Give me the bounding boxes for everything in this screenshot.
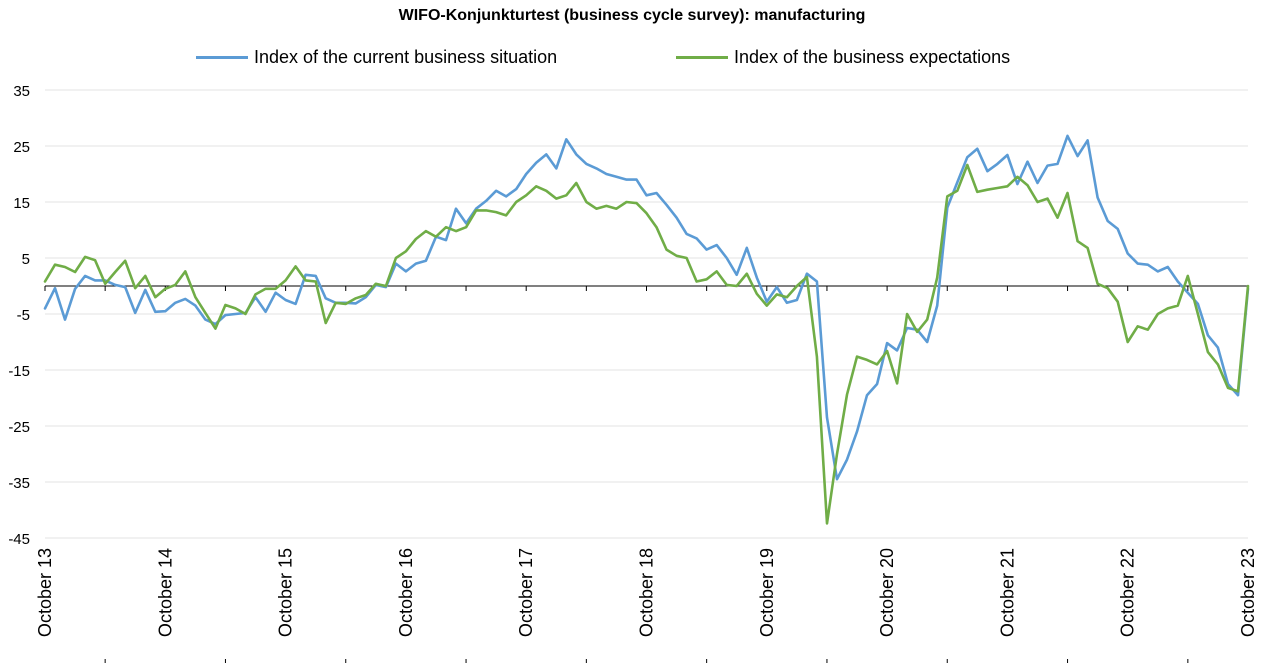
legend-label-expectations: Index of the business expectations	[734, 47, 1011, 67]
y-tick-label: -15	[8, 363, 30, 380]
x-tick-label: October 21	[997, 548, 1017, 637]
legend: Index of the current business situation …	[0, 47, 1264, 69]
x-tick-label: October 19	[757, 548, 777, 637]
series-line-expectations	[43, 163, 1250, 525]
x-tick-label: October 16	[396, 548, 416, 637]
chart-title: WIFO-Konjunkturtest (business cycle surv…	[398, 7, 866, 24]
x-tick-label: October 18	[637, 548, 657, 637]
y-tick-label: -35	[8, 475, 30, 492]
y-tick-label: 5	[22, 251, 30, 268]
x-tick-label: October 15	[276, 548, 296, 637]
y-tick-label: 35	[13, 83, 30, 100]
y-tick-label: -5	[17, 307, 30, 324]
x-tick-label: October 20	[877, 548, 897, 637]
x-tick-label: October 13	[35, 548, 55, 637]
y-tick-label: 15	[13, 195, 30, 212]
legend-label-current-situation: Index of the current business situation	[254, 47, 558, 67]
x-tick-label: October 23	[1238, 548, 1258, 637]
y-tick-label: -25	[8, 419, 30, 436]
legend-item-current-situation: Index of the current business situation	[196, 47, 557, 68]
x-tick-label: October 14	[155, 548, 175, 637]
legend-swatch-expectations	[676, 56, 728, 59]
legend-swatch-current-situation	[196, 56, 248, 59]
x-tick-label: October 17	[516, 548, 536, 637]
y-tick-label: -45	[8, 531, 30, 548]
legend-item-expectations: Index of the business expectations	[676, 47, 1010, 68]
y-tick-label: 25	[13, 139, 30, 156]
x-tick-label: October 22	[1118, 548, 1138, 637]
